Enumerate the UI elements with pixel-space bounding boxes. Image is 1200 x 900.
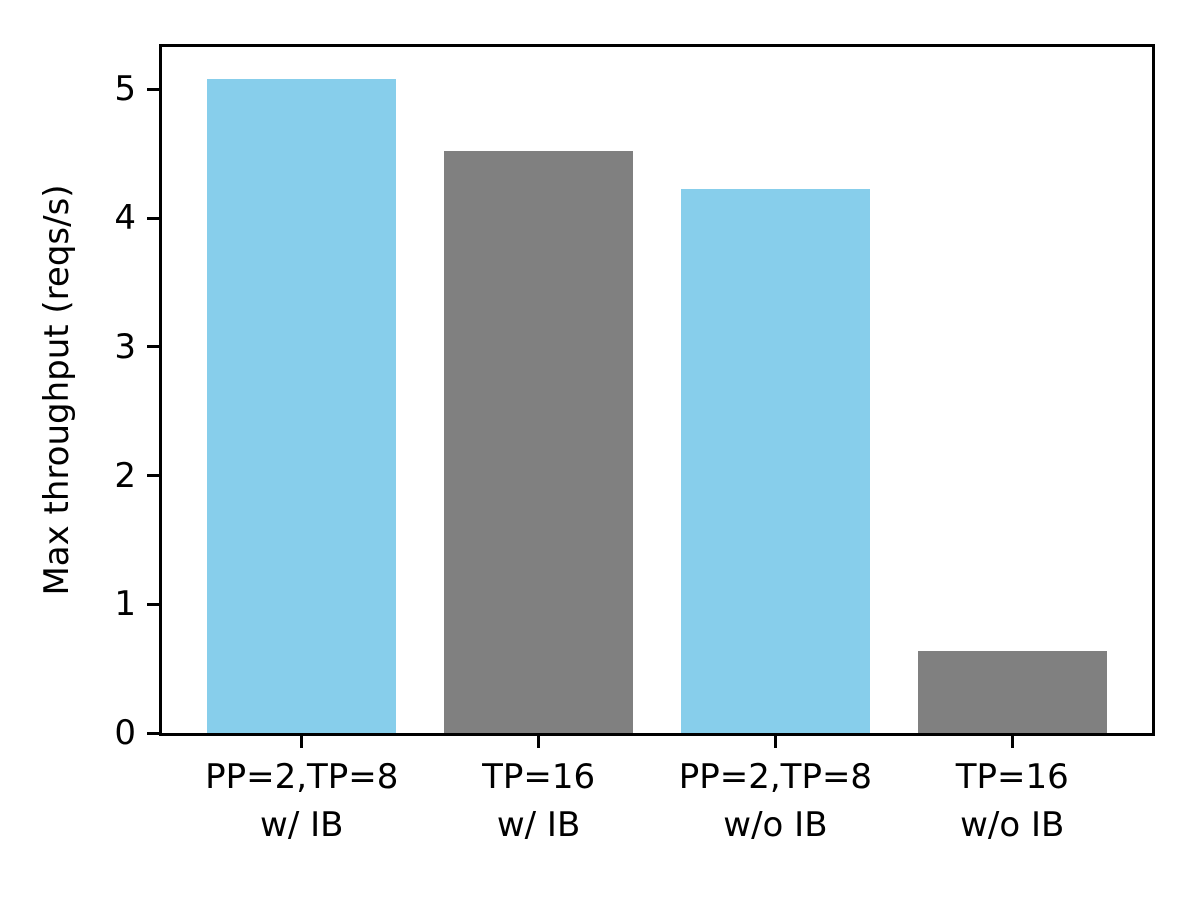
bar <box>917 650 1107 733</box>
x-axis-tick-label-line: w/o IB <box>960 805 1065 845</box>
y-axis-tick <box>147 345 159 349</box>
x-axis-tick <box>1010 736 1014 748</box>
y-axis-title: Max throughput (reqs/s) <box>37 184 77 596</box>
y-axis-tick <box>147 216 159 220</box>
x-axis-tick-label-line: PP=2,TP=8 <box>678 757 873 797</box>
x-axis-tick-label-line: w/ IB <box>260 805 344 845</box>
bar <box>443 151 634 733</box>
bar <box>680 188 871 733</box>
x-axis-tick-label-line: w/o IB <box>723 805 828 845</box>
y-axis-tick-label: 4 <box>114 198 136 239</box>
y-axis-tick-label: 0 <box>114 713 136 753</box>
x-axis-tick-label-line: w/ IB <box>496 805 581 845</box>
x-axis-tick-label-line: PP=2,TP=8 <box>205 757 399 797</box>
y-axis-tick <box>147 602 159 606</box>
x-axis-tick-label-line: TP=16 <box>482 757 596 797</box>
y-axis-tick-label: 2 <box>114 455 136 496</box>
y-axis-tick <box>147 731 159 735</box>
y-axis-tick <box>147 87 159 91</box>
y-axis-tick <box>147 474 159 478</box>
x-axis-tick <box>537 736 541 748</box>
y-axis-tick-label: 5 <box>114 69 136 110</box>
bar <box>207 79 397 733</box>
x-axis-tick-label: PP=2,TP=8 w/o IB <box>679 753 872 849</box>
x-axis-tick-label: PP=2,TP=8 w/ IB <box>205 753 398 849</box>
x-axis-tick-label: TP=16 w/ IB <box>482 753 595 849</box>
y-axis-tick-label: 3 <box>114 326 136 367</box>
x-axis-tick <box>773 736 777 748</box>
plot-area: 0 1 2 3 4 5 PP=2,TP=8 w/ IB TP=16 w/ IB PP=2,TP=8 w… <box>114 44 1155 845</box>
y-axis-tick-label: 1 <box>114 584 136 625</box>
x-axis-tick-label-line: TP=16 <box>955 757 1069 797</box>
x-axis-tick-label: TP=16 w/o IB <box>956 753 1069 849</box>
x-axis-tick <box>300 736 304 748</box>
